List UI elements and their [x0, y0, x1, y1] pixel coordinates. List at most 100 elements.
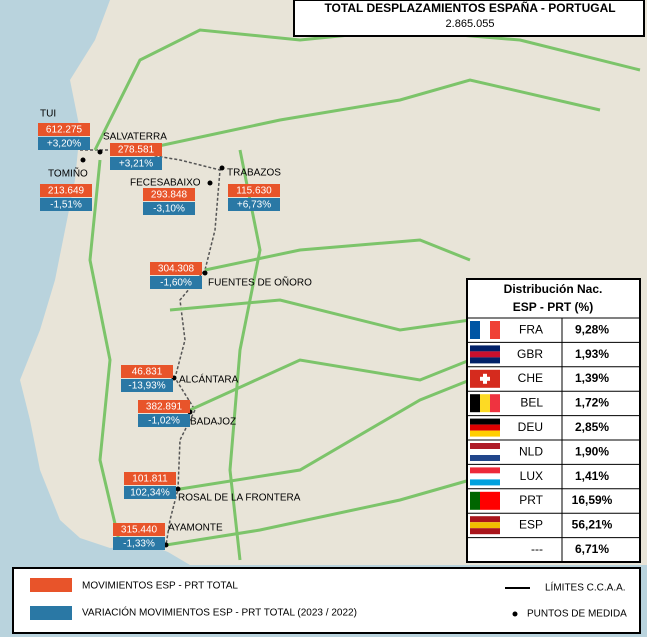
movements-box	[143, 188, 195, 201]
flag	[470, 473, 500, 480]
legend-label: VARIACIÓN MOVIMIENTOS ESP - PRT TOTAL (2…	[82, 606, 357, 619]
movements: 612.275	[46, 125, 83, 136]
movements: 115.630	[236, 186, 272, 197]
movements: 293.848	[151, 190, 188, 201]
movements: 213.649	[48, 186, 85, 197]
movements-box	[228, 184, 280, 197]
crossing-name: BADAJOZ	[190, 417, 236, 428]
country-code: NLD	[519, 444, 543, 458]
change-box	[124, 486, 176, 499]
title: TOTAL DESPLAZAMIENTOS ESPAÑA - PORTUGAL	[324, 0, 615, 15]
crossing-name: ALCÁNTARA	[179, 373, 239, 386]
crossing-name: TUI	[40, 109, 56, 120]
share: 1,72%	[575, 396, 609, 410]
country-code: BEL	[520, 396, 543, 410]
crossing-name: TRABAZOS	[227, 168, 281, 179]
change: +6,73%	[237, 200, 271, 211]
change: -1,60%	[160, 278, 192, 289]
measure-point	[97, 149, 103, 155]
movements-box	[38, 123, 90, 136]
flag	[470, 467, 500, 474]
flag	[470, 528, 500, 535]
distribution-table: Distribución Nac. ESP - PRT (%) FRA 9,28%…	[466, 278, 641, 563]
legend-swatch	[30, 578, 72, 592]
flag	[470, 449, 500, 455]
share: 1,39%	[575, 371, 609, 385]
roads	[88, 28, 641, 561]
change-box	[38, 137, 90, 150]
measure-point	[175, 486, 181, 492]
movements: 101.811	[132, 474, 168, 485]
crossing-name: SALVATERRA	[103, 132, 167, 143]
title-box	[293, 0, 645, 37]
movements-box	[110, 143, 162, 156]
share: 1,41%	[575, 469, 609, 483]
flag	[470, 479, 500, 486]
crossing-name: FUENTES DE OÑORO	[208, 276, 312, 289]
movements: 278.581	[118, 145, 155, 156]
measure-point	[80, 157, 86, 163]
flag	[470, 443, 500, 449]
change: -3,10%	[153, 204, 185, 215]
flag	[490, 394, 500, 413]
flag	[470, 357, 500, 364]
country-code: GBR	[517, 347, 543, 361]
legend-label: PUNTOS DE MEDIDA	[527, 609, 627, 620]
share: 9,28%	[575, 322, 609, 336]
flag	[470, 394, 480, 413]
country-code: ESP	[519, 518, 543, 532]
flag	[490, 321, 500, 339]
share: 6,71%	[575, 542, 609, 556]
flag	[470, 424, 500, 431]
flag	[470, 491, 480, 510]
movements-box	[40, 184, 92, 197]
movements: 304.308	[158, 264, 195, 275]
crossing-name: TOMIÑO	[48, 167, 88, 180]
flag	[470, 345, 500, 352]
measure-point	[207, 180, 213, 186]
change-box	[110, 157, 162, 170]
movements: 382.891	[146, 402, 183, 413]
total: 2.865.055	[446, 18, 495, 30]
border	[80, 149, 221, 546]
change: -13,93%	[128, 381, 165, 392]
movements: 46.831	[132, 367, 163, 378]
movements-box	[124, 472, 176, 485]
measure-point	[202, 270, 208, 276]
change: -1,51%	[50, 200, 82, 211]
measure-point	[219, 165, 225, 171]
flag	[480, 376, 490, 381]
change: +3,21%	[119, 159, 153, 170]
change: -1,02%	[148, 416, 180, 427]
crossing-name: FECESABAIXO	[130, 178, 201, 189]
share: 2,85%	[575, 420, 609, 434]
movements-box	[150, 262, 202, 275]
flag	[470, 430, 500, 437]
legend-swatch	[30, 606, 72, 620]
change-box	[228, 198, 280, 211]
share: 56,21%	[572, 518, 613, 532]
legend-dot	[512, 611, 518, 617]
flag	[480, 491, 490, 510]
table-title: Distribución Nac.	[504, 282, 603, 296]
change-box	[150, 276, 202, 289]
share: 16,59%	[572, 493, 613, 507]
change-box	[138, 414, 190, 427]
flag	[480, 394, 490, 413]
country-code: DEU	[518, 420, 543, 434]
country-code: PRT	[519, 493, 543, 507]
country-code: FRA	[519, 322, 543, 336]
legend-label: MOVIMIENTOS ESP - PRT TOTAL	[82, 581, 238, 592]
movements: 315.440	[121, 525, 158, 536]
movements-box	[138, 400, 190, 413]
change-box	[121, 379, 173, 392]
flag	[470, 516, 500, 523]
change: -1,33%	[123, 539, 155, 550]
flag	[470, 418, 500, 425]
crossing-name: ROSAL DE LA FRONTERA	[178, 493, 301, 504]
movements-box	[113, 523, 165, 536]
table-subtitle: ESP - PRT (%)	[513, 300, 593, 314]
legend-box	[12, 567, 641, 634]
change-box	[40, 198, 92, 211]
